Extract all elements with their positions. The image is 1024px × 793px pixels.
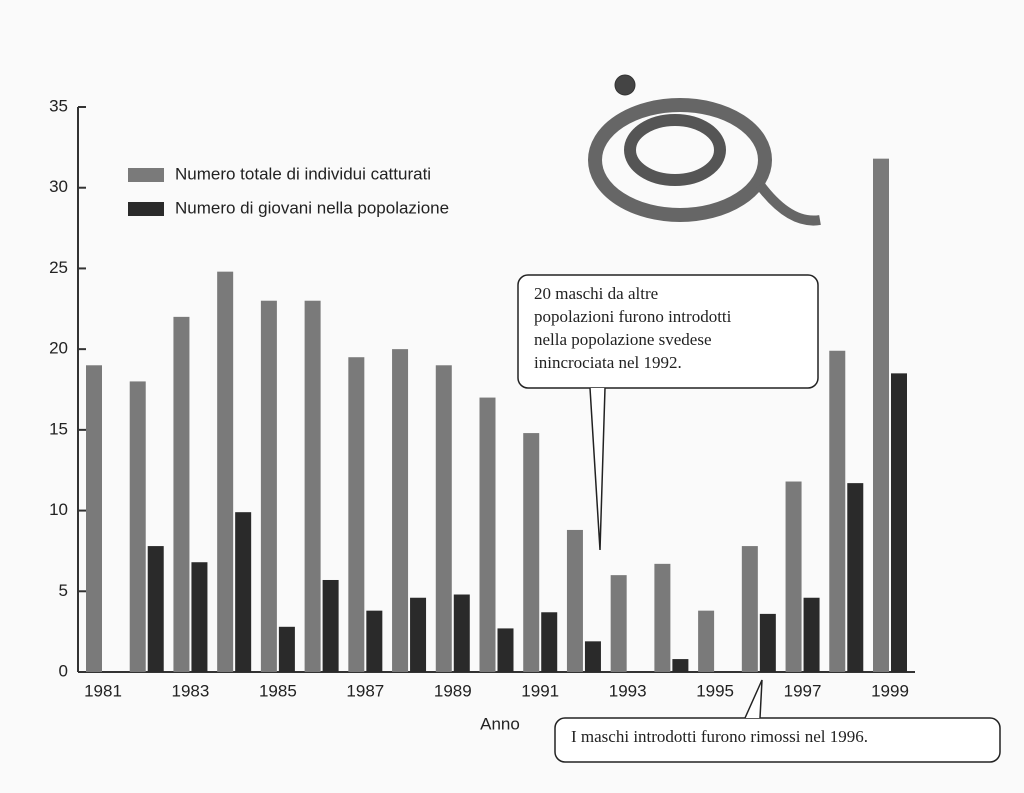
bar xyxy=(497,628,514,672)
bar xyxy=(891,373,907,672)
bar xyxy=(541,612,558,672)
y-tick-label: 0 xyxy=(59,661,68,680)
bar xyxy=(847,483,864,672)
y-tick-label: 15 xyxy=(49,419,68,438)
bar xyxy=(435,365,452,672)
bar xyxy=(191,562,208,672)
bar xyxy=(260,300,277,672)
callout-box xyxy=(554,717,1001,763)
y-tick-label: 35 xyxy=(49,96,68,115)
x-tick-label: 1999 xyxy=(871,681,909,700)
bar xyxy=(785,481,802,672)
bar xyxy=(584,641,601,672)
bar xyxy=(803,597,820,672)
bar xyxy=(86,365,102,672)
bar xyxy=(741,546,758,672)
x-tick-label: 1997 xyxy=(784,681,822,700)
legend-swatch xyxy=(128,202,164,216)
y-tick-label: 10 xyxy=(49,500,68,519)
bar xyxy=(147,546,164,672)
callout-text: inincrociata nel 1992. xyxy=(534,353,682,372)
x-tick-label: 1993 xyxy=(609,681,647,700)
y-tick-label: 5 xyxy=(59,581,68,600)
y-tick-label: 20 xyxy=(49,339,68,358)
callout-box xyxy=(517,274,819,389)
bar xyxy=(610,575,627,672)
bar xyxy=(654,563,671,672)
bar xyxy=(366,610,383,672)
bar xyxy=(453,594,470,672)
legend-label: Numero totale di individui catturati xyxy=(175,164,431,183)
x-tick-label: 1995 xyxy=(696,681,734,700)
x-tick-label: 1985 xyxy=(259,681,297,700)
x-axis-title: Anno xyxy=(480,714,520,733)
bar xyxy=(479,397,496,672)
x-tick-label: 1989 xyxy=(434,681,472,700)
bar xyxy=(698,610,715,672)
callout-text: popolazioni furono introdotti xyxy=(534,307,732,326)
y-tick-label: 30 xyxy=(49,177,68,196)
bar xyxy=(129,381,146,672)
callout-text: I maschi introdotti furono rimossi nel 1… xyxy=(571,727,868,746)
bar xyxy=(392,349,409,672)
bar xyxy=(322,579,339,672)
legend-label: Numero di giovani nella popolazione xyxy=(175,198,449,217)
callout-tail xyxy=(589,387,606,551)
callout-tail xyxy=(744,679,763,719)
x-tick-label: 1981 xyxy=(84,681,122,700)
y-tick-label: 25 xyxy=(49,258,68,277)
callout-text: 20 maschi da altre xyxy=(534,284,658,303)
bar xyxy=(873,158,889,672)
bar xyxy=(829,350,846,672)
bar xyxy=(278,626,295,672)
bar xyxy=(173,316,190,672)
snake-illustration xyxy=(588,74,821,226)
x-tick-label: 1983 xyxy=(172,681,210,700)
bar xyxy=(217,271,234,672)
bar xyxy=(410,597,427,672)
bar xyxy=(759,613,776,672)
bar xyxy=(235,512,252,672)
bar xyxy=(672,659,689,672)
bar xyxy=(348,357,365,672)
legend-swatch xyxy=(128,168,164,182)
x-tick-label: 1991 xyxy=(521,681,559,700)
bar xyxy=(304,300,321,672)
x-tick-label: 1987 xyxy=(346,681,384,700)
bar xyxy=(566,529,583,672)
bar xyxy=(523,433,540,672)
callout-text: nella popolazione svedese xyxy=(534,330,712,349)
